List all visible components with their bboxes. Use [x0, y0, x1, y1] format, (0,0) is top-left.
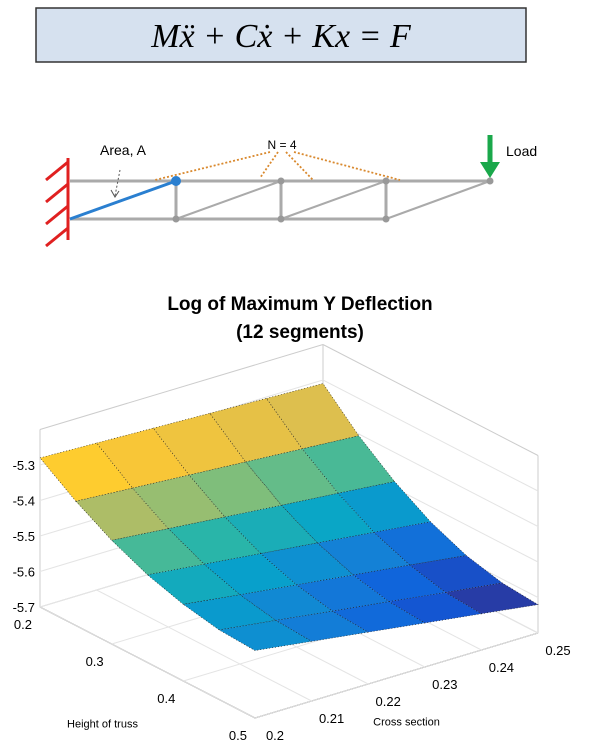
surface-patch — [39, 442, 133, 502]
y-tick-label: 0.5 — [229, 728, 247, 743]
x-axis-label: Cross section — [373, 717, 440, 729]
surface-chart: Log of Maximum Y Deflection (12 segments… — [13, 294, 571, 743]
n-arrows — [154, 151, 401, 181]
x-tick-label: 0.21 — [319, 711, 344, 726]
wall — [45, 158, 70, 248]
surface-patch — [182, 594, 277, 631]
y-axis-label: Height of truss — [67, 719, 138, 731]
surface-patch — [75, 487, 169, 541]
surface-patch — [152, 412, 247, 476]
surface-patch — [131, 474, 226, 529]
axis-edge — [322, 344, 539, 456]
axis-edge — [39, 344, 324, 430]
x-tick-label: 0.25 — [545, 643, 570, 658]
x-tick-label: 0.22 — [376, 694, 401, 709]
truss — [70, 179, 491, 221]
chart-title: (12 segments) — [236, 322, 364, 343]
z-tick-label: -5.4 — [13, 494, 35, 509]
equation-box — [35, 7, 527, 63]
y-tick-label: 0.3 — [86, 654, 104, 669]
surface-patch — [245, 448, 339, 506]
grid-line — [39, 606, 256, 719]
z-tick-label: -5.6 — [13, 565, 35, 580]
surface-patch — [373, 521, 467, 566]
load-label: Load — [506, 143, 537, 159]
equation: Mẍ + Cẋ + Kx = F — [150, 18, 412, 55]
surface-patch — [239, 584, 334, 621]
z-tick-label: -5.3 — [13, 458, 35, 473]
surface-patch — [218, 620, 313, 651]
y-tick-label: 0.4 — [157, 691, 175, 706]
chart-title: Log of Maximum Y Deflection — [167, 294, 432, 315]
surface-patch — [224, 504, 318, 554]
surface-patch — [280, 492, 375, 544]
z-tick-label: -5.7 — [13, 600, 35, 615]
surface-patch — [316, 532, 411, 576]
n-label: N = 4 — [267, 138, 296, 152]
surface-patch — [146, 563, 241, 605]
grid-line — [96, 589, 312, 702]
grid-line — [254, 632, 539, 719]
y-tick-label: 0.2 — [14, 617, 32, 632]
member-a — [69, 179, 177, 221]
x-tick-label: 0.23 — [432, 677, 457, 692]
header-diagram: Mẍ + Cẋ + Kx = F Area, A N = 4 Load — [35, 7, 537, 248]
surface-patch — [265, 383, 360, 450]
z-tick-label: -5.5 — [13, 529, 35, 544]
x-tick-label: 0.24 — [489, 660, 514, 675]
x-tick-label: 0.2 — [266, 728, 284, 743]
area-label: Area, A — [100, 142, 147, 158]
surface-patch — [301, 435, 396, 494]
